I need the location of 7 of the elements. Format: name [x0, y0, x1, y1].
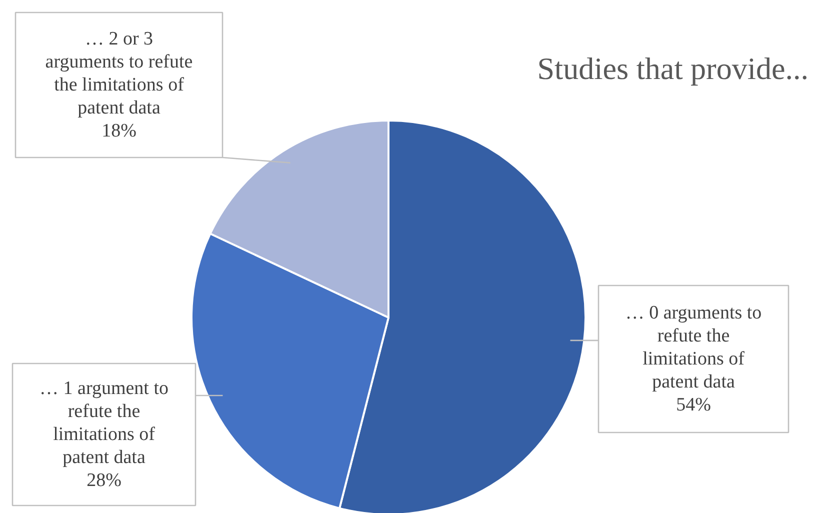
slice-label: … 2 or 3 arguments to refute the limitations of patent data — [45, 28, 193, 119]
text: Studies that provide... — [537, 51, 809, 86]
slice-label: … 1 argument to refute the limitations of patent data — [40, 378, 168, 468]
data-label: 28% — [86, 470, 122, 492]
data-label: 18% — [102, 120, 137, 142]
data-label: 54% — [676, 394, 712, 416]
slice-label: … 0 arguments to refute the limitations of patent data — [625, 302, 762, 393]
